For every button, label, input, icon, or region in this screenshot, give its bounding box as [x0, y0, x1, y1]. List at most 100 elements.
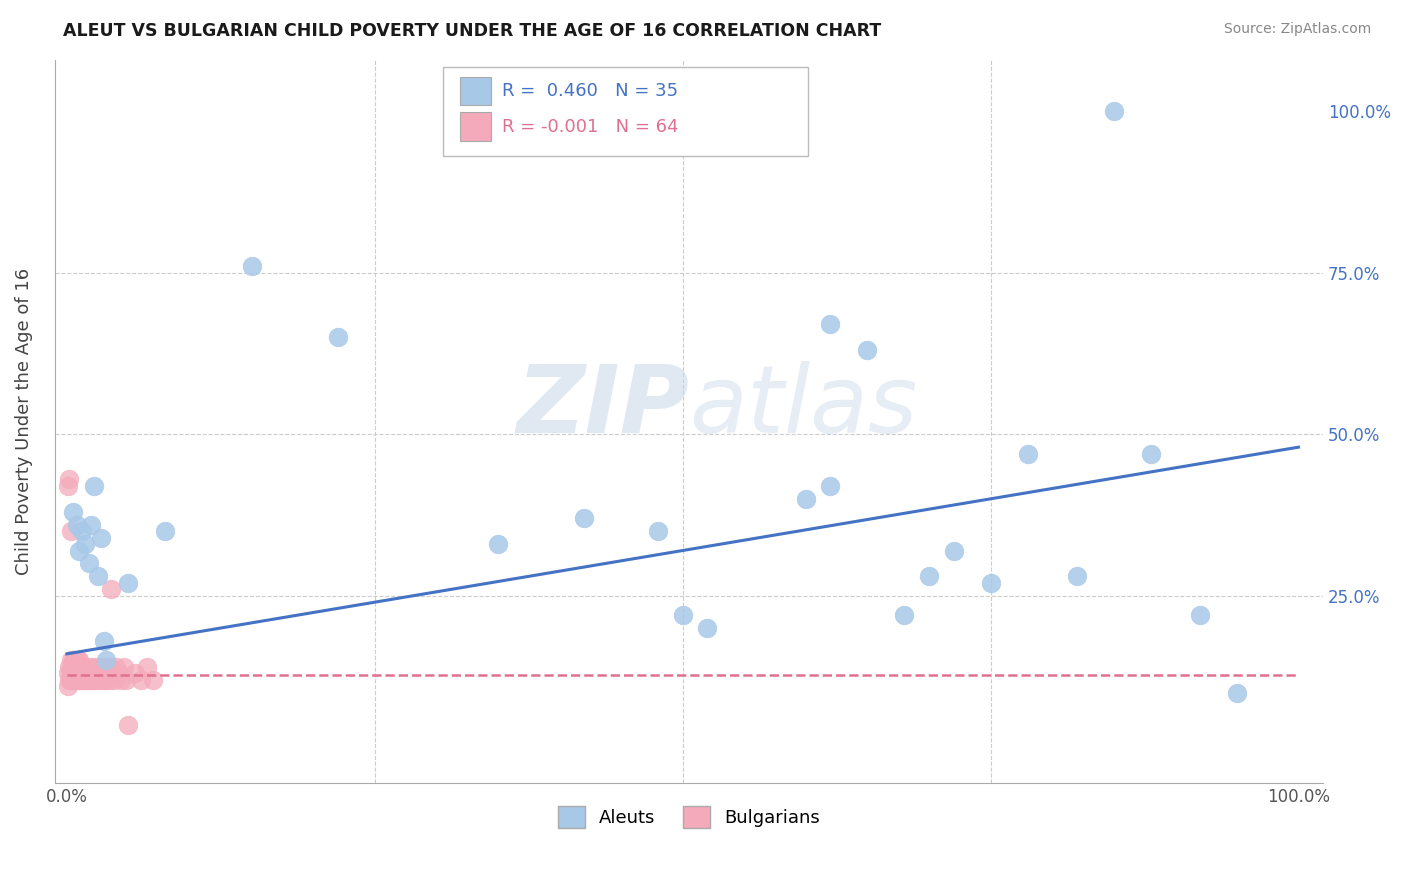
Text: R = -0.001   N = 64: R = -0.001 N = 64 — [502, 118, 679, 136]
Point — [83, 660, 105, 674]
Point — [672, 608, 695, 623]
Point — [97, 660, 120, 674]
Point — [93, 634, 115, 648]
Point — [87, 660, 110, 674]
Point — [70, 524, 93, 538]
Point — [142, 673, 165, 687]
Point — [66, 517, 89, 532]
Point — [56, 666, 79, 681]
Point — [59, 524, 82, 538]
Point — [129, 673, 152, 687]
Point — [77, 557, 100, 571]
Y-axis label: Child Poverty Under the Age of 16: Child Poverty Under the Age of 16 — [15, 268, 32, 574]
Point — [77, 660, 100, 674]
Point — [76, 673, 98, 687]
Point — [91, 673, 114, 687]
Point — [65, 666, 87, 681]
Point — [69, 673, 91, 687]
Point — [90, 666, 112, 681]
Text: ALEUT VS BULGARIAN CHILD POVERTY UNDER THE AGE OF 16 CORRELATION CHART: ALEUT VS BULGARIAN CHILD POVERTY UNDER T… — [63, 22, 882, 40]
Point — [1017, 447, 1039, 461]
Point — [647, 524, 669, 538]
Point — [856, 343, 879, 358]
Point — [62, 653, 84, 667]
Point — [115, 673, 138, 687]
Point — [60, 660, 83, 674]
Point — [84, 673, 107, 687]
Point — [62, 666, 84, 681]
Point — [100, 582, 122, 597]
Point — [80, 517, 103, 532]
Point — [942, 543, 965, 558]
Point — [65, 653, 87, 667]
Point — [63, 660, 86, 674]
Point — [96, 673, 118, 687]
Point — [89, 673, 111, 687]
Point — [75, 673, 97, 687]
Text: Source: ZipAtlas.com: Source: ZipAtlas.com — [1223, 22, 1371, 37]
Point — [572, 511, 595, 525]
Point — [820, 318, 842, 332]
Point — [1188, 608, 1211, 623]
Point — [820, 479, 842, 493]
Point — [86, 666, 108, 681]
Point — [90, 531, 112, 545]
Point — [107, 666, 129, 681]
Point — [155, 524, 177, 538]
Point — [75, 660, 97, 674]
Point — [58, 673, 80, 687]
Point — [98, 673, 121, 687]
Point — [1066, 569, 1088, 583]
Point — [60, 673, 83, 687]
Point — [72, 673, 94, 687]
Point — [93, 660, 115, 674]
Point — [66, 660, 89, 674]
Point — [103, 673, 125, 687]
Point — [86, 569, 108, 583]
Point — [117, 718, 139, 732]
Point — [1139, 447, 1161, 461]
Point — [82, 673, 104, 687]
Point — [980, 575, 1002, 590]
Point — [112, 660, 135, 674]
Text: R =  0.460   N = 35: R = 0.460 N = 35 — [502, 82, 678, 100]
Point — [59, 666, 82, 681]
Point — [1102, 104, 1125, 119]
Point — [70, 673, 93, 687]
Point — [67, 543, 90, 558]
Point — [94, 673, 117, 687]
Point — [135, 660, 157, 674]
Point — [75, 537, 97, 551]
Point — [72, 660, 94, 674]
Point — [110, 673, 132, 687]
Point — [70, 660, 93, 674]
Point — [67, 666, 90, 681]
Point — [58, 473, 80, 487]
Point — [326, 330, 349, 344]
Point — [105, 660, 128, 674]
Point — [486, 537, 509, 551]
Point — [794, 491, 817, 506]
Point — [59, 653, 82, 667]
Point — [66, 666, 89, 681]
Point — [893, 608, 915, 623]
Text: atlas: atlas — [689, 361, 917, 452]
Legend: Aleuts, Bulgarians: Aleuts, Bulgarians — [551, 799, 827, 836]
Point — [56, 479, 79, 493]
Point — [96, 653, 118, 667]
Point — [124, 666, 146, 681]
Point — [240, 260, 263, 274]
Point — [62, 505, 84, 519]
Point — [918, 569, 941, 583]
Point — [66, 653, 89, 667]
Point — [66, 673, 89, 687]
Point — [96, 666, 118, 681]
Point — [1226, 685, 1249, 699]
Point — [63, 673, 86, 687]
Point — [696, 621, 718, 635]
Point — [56, 679, 79, 693]
Point — [86, 673, 108, 687]
Point — [58, 660, 80, 674]
Point — [83, 479, 105, 493]
Point — [67, 653, 90, 667]
